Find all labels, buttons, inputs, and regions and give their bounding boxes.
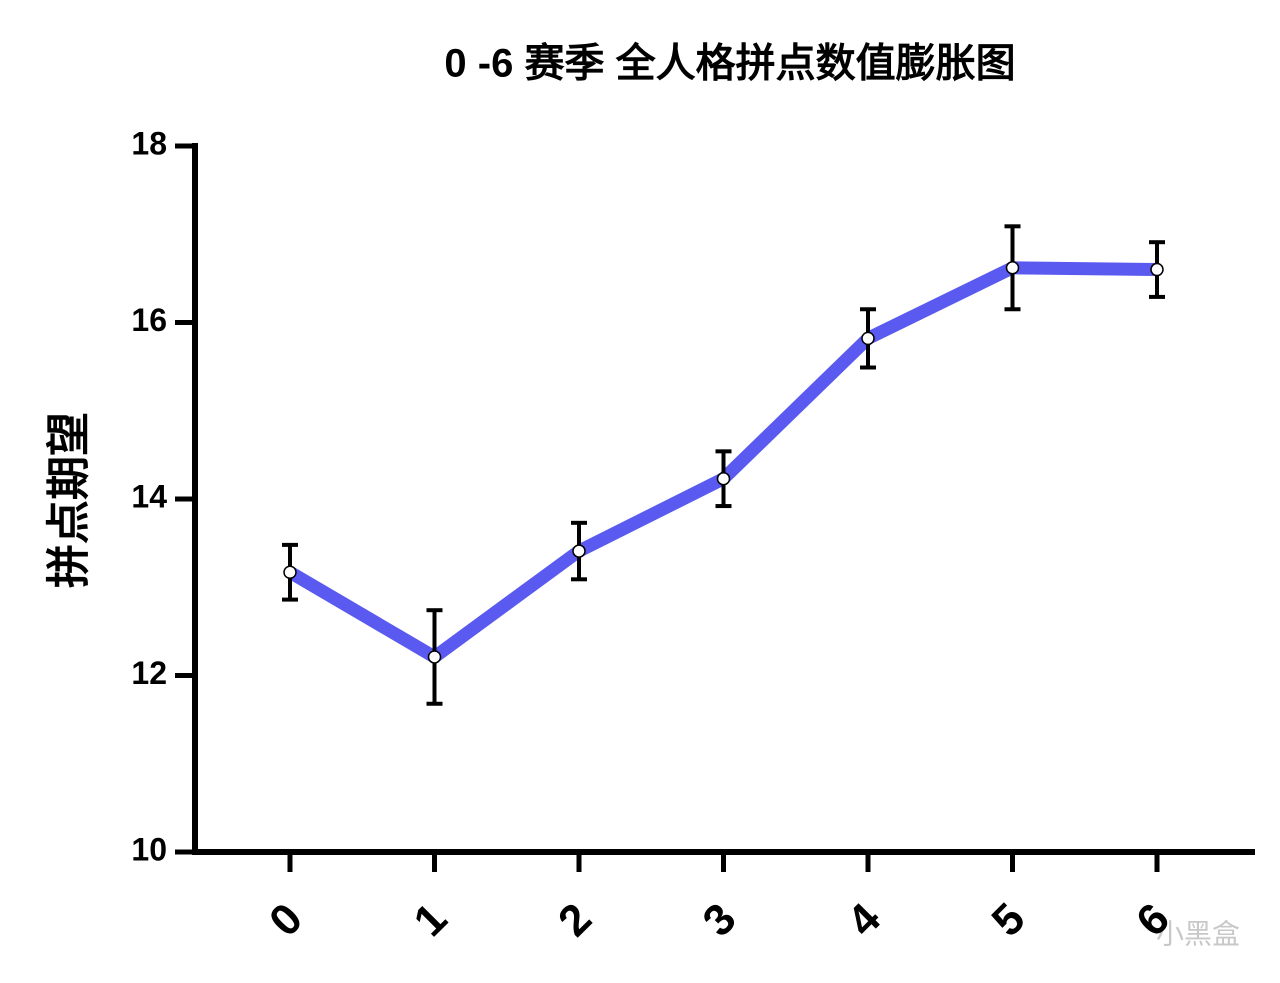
y-tick-label: 14 [131,478,167,514]
x-tick-label: 2 [549,894,601,946]
y-axis-label: 拼点期望 [45,412,94,588]
point [861,331,875,346]
point [572,544,586,558]
y-tick-label: 12 [131,655,167,691]
y-tick-label: 10 [131,831,167,867]
y-tick-label: 18 [131,125,167,161]
point [716,471,731,486]
x-tick-label: 5 [982,894,1034,946]
point [427,650,442,664]
chart-title: 0 -6 赛季 全人格拼点数值膨胀图 [444,41,1015,86]
x-tick-label: 4 [838,894,890,946]
x-tick-label: 1 [404,894,456,946]
y-tick-label: 16 [131,302,167,338]
point [1005,261,1020,275]
x-tick-label: 0 [260,894,312,946]
watermark: 小黑盒 [1156,918,1240,949]
point [1150,262,1164,277]
x-tick-label: 3 [693,894,745,946]
point [283,565,297,579]
